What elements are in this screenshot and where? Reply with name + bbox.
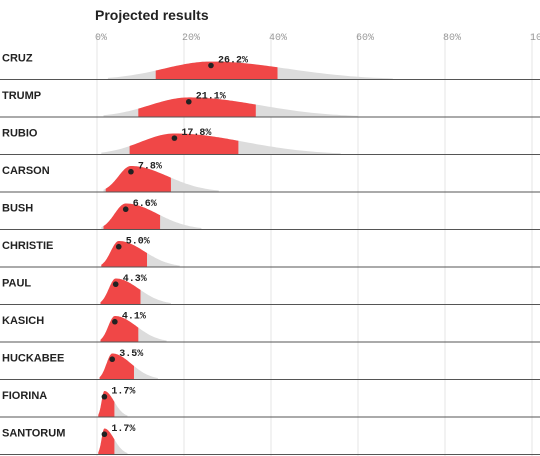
x-tick-label: 0%	[95, 33, 107, 44]
x-tick-label: 100%	[530, 33, 540, 44]
projected-value-marker	[122, 206, 129, 213]
projected-value-label: 21.1%	[196, 92, 226, 103]
projected-value-marker	[171, 135, 178, 141]
candidate-label: FIORINA	[2, 390, 47, 402]
likely-range-area	[138, 97, 256, 117]
candidate-label: PAUL	[2, 278, 31, 290]
projected-value-marker	[128, 168, 134, 175]
likely-range-area	[100, 278, 141, 305]
likely-range-area	[155, 61, 278, 80]
projected-value-marker	[112, 281, 119, 288]
projected-value-label: 17.8%	[181, 128, 211, 139]
projected-value-label: 26.2%	[218, 56, 248, 67]
x-tick-label: 40%	[269, 33, 287, 44]
projected-value-label: 6.6%	[133, 199, 157, 210]
projected-value-label: 4.3%	[123, 274, 147, 285]
projected-value-label: 3.5%	[119, 349, 143, 360]
likely-range-area	[103, 203, 161, 230]
projected-value-marker	[112, 318, 118, 325]
candidate-label: HUCKABEE	[2, 353, 64, 365]
projected-value-label: 7.8%	[138, 162, 162, 173]
candidate-label: TRUMP	[2, 90, 41, 102]
x-tick-label: 80%	[443, 33, 461, 44]
likely-range-area	[99, 353, 134, 380]
projected-value-label: 1.7%	[111, 387, 135, 398]
x-tick-label: 20%	[182, 33, 200, 44]
projected-value-marker	[115, 243, 122, 250]
likely-range-area	[105, 166, 171, 192]
projected-value-label: 5.0%	[126, 237, 150, 248]
projected-value-marker	[208, 62, 214, 69]
projected-value-marker	[185, 98, 192, 105]
projected-value-marker	[101, 431, 108, 438]
candidate-label: CARSON	[2, 165, 50, 177]
likely-range-area	[100, 316, 139, 342]
projected-value-label: 1.7%	[111, 424, 135, 435]
x-tick-label: 60%	[356, 33, 374, 44]
candidate-label: KASICH	[2, 315, 44, 327]
projected-value-label: 4.1%	[122, 312, 146, 323]
likely-range-area	[129, 133, 239, 155]
candidate-label: RUBIO	[2, 128, 38, 140]
projected-value-marker	[101, 393, 108, 400]
likely-range-area	[101, 241, 148, 267]
chart-title: Projected results	[95, 7, 209, 23]
candidate-label: CRUZ	[2, 53, 33, 65]
projected-value-marker	[109, 356, 116, 363]
candidate-label: CHRISTIE	[2, 240, 53, 252]
candidate-label: BUSH	[2, 203, 33, 215]
candidate-label: SANTORUM	[2, 428, 65, 440]
